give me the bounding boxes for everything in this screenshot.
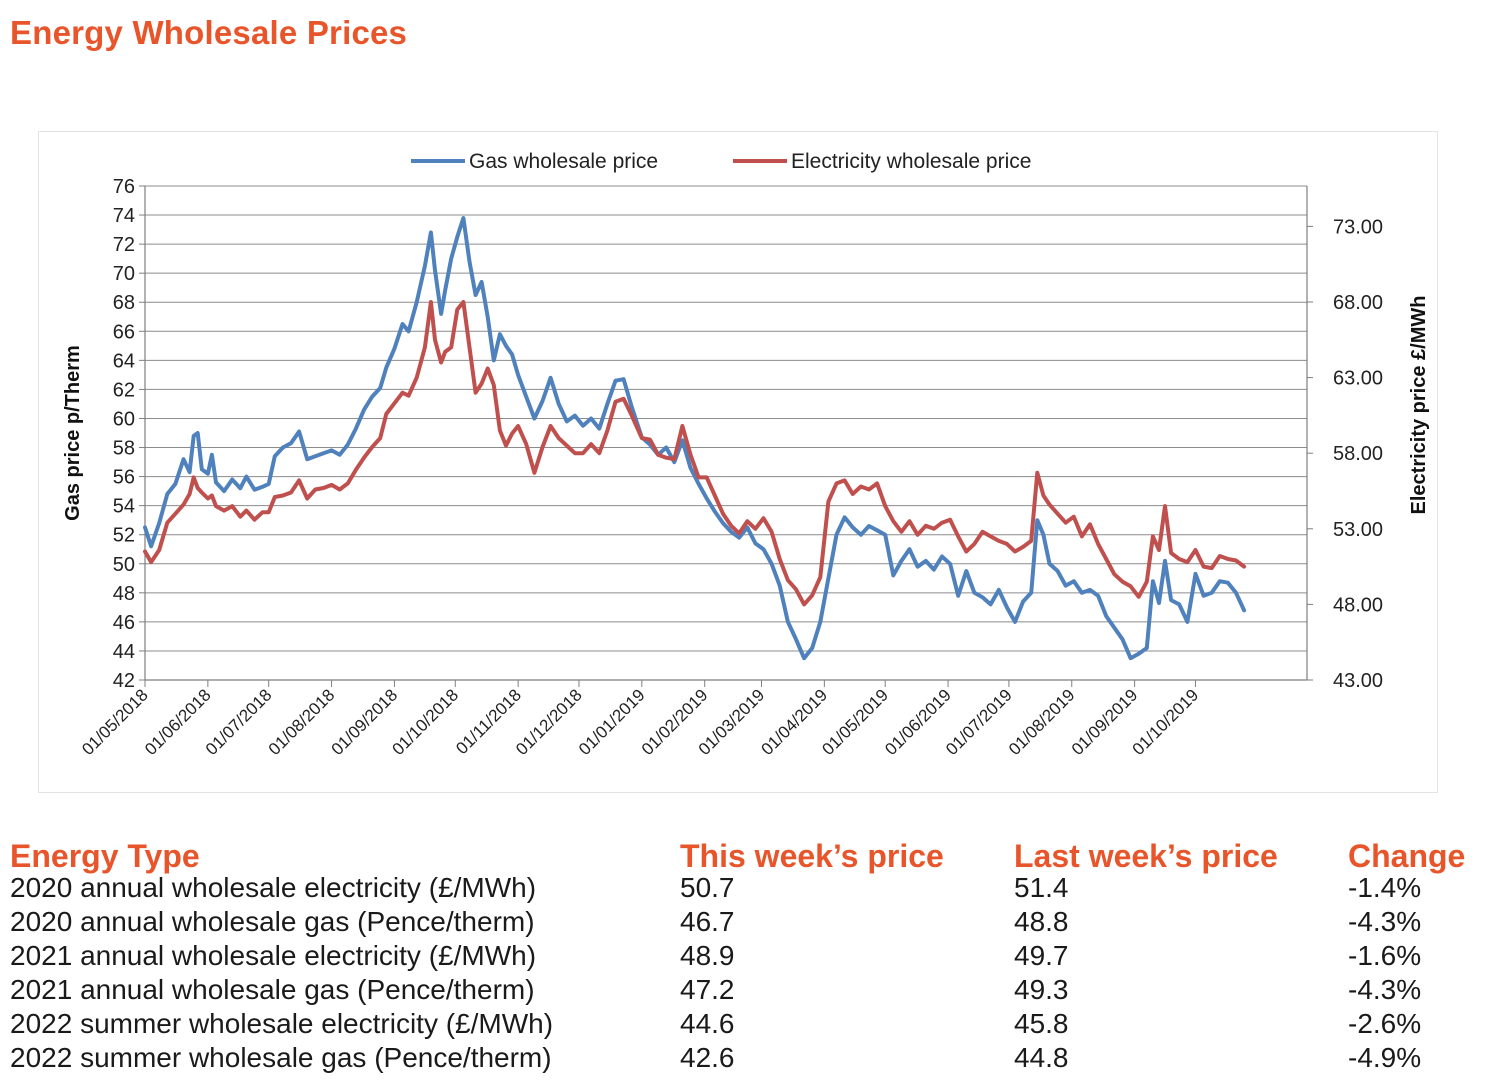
x-tick-label: 01/07/2019	[942, 685, 1016, 759]
y-left-tick-label: 60	[113, 408, 135, 430]
cell-energy-type: 2021 annual wholesale gas (Pence/therm)	[10, 974, 535, 1005]
gas-series-line	[143, 216, 1247, 661]
cell-last-week: 51.4	[1014, 872, 1069, 903]
cell-last-week: 49.7	[1014, 940, 1069, 971]
x-tick-label: 01/05/2018	[78, 685, 152, 759]
y-left-tick-label: 56	[113, 467, 135, 489]
x-tick-label: 01/07/2018	[202, 685, 276, 759]
y-left-tick-label: 50	[113, 554, 135, 576]
x-tick-label: 01/10/2018	[388, 685, 462, 759]
cell-change: -4.9%	[1348, 1042, 1422, 1073]
chart-frame: 42 44 46 48 50 52 54 56 58 60 62 64 66 68 70 72 74 76 73.0…	[38, 131, 1438, 793]
y-left-tick-label: 52	[113, 525, 135, 547]
y-left-tick-label: 66	[113, 321, 135, 343]
cell-energy-type: 2022 summer wholesale gas (Pence/therm)	[10, 1042, 552, 1073]
y-right-tick-label: 53.00	[1333, 519, 1383, 541]
cell-this-week: 44.6	[680, 1008, 735, 1039]
legend-label-gas: Gas wholesale price	[469, 150, 658, 173]
y-right-axis-title: Electricity price £/MWh	[1408, 296, 1430, 515]
cell-energy-type: 2021 annual wholesale electricity (£/MWh…	[10, 940, 537, 971]
cell-change: -4.3%	[1348, 974, 1422, 1005]
table-row: 2021 annual wholesale electricity (£/MWh…	[10, 940, 1490, 974]
cell-energy-type: 2022 summer wholesale electricity (£/MWh…	[10, 1008, 554, 1039]
cell-last-week: 48.8	[1014, 906, 1069, 937]
price-table: Energy Type This week’s price Last week’…	[10, 838, 1490, 1076]
x-tick-label: 01/10/2019	[1129, 685, 1203, 759]
y-left-tick-label: 62	[113, 379, 135, 401]
y-left-tick-label: 44	[113, 641, 135, 663]
y-right-tick-label: 48.00	[1333, 594, 1383, 616]
header-this-week: This week’s price	[680, 838, 944, 874]
cell-last-week: 49.3	[1014, 974, 1069, 1005]
cell-this-week: 42.6	[680, 1042, 735, 1073]
y-left-tick-label: 48	[113, 583, 135, 605]
cell-this-week: 47.2	[680, 974, 735, 1005]
cell-energy-type: 2020 annual wholesale electricity (£/MWh…	[10, 872, 537, 903]
y-right-tick-label: 73.00	[1333, 216, 1383, 238]
y-left-tick-label: 74	[113, 205, 135, 227]
table-header: Energy Type This week’s price Last week’…	[10, 838, 1490, 874]
y-left-tick-label: 64	[113, 350, 135, 372]
cell-energy-type: 2020 annual wholesale gas (Pence/therm)	[10, 906, 535, 937]
y-left-tick-label: 46	[113, 612, 135, 634]
header-energy-type: Energy Type	[10, 838, 200, 874]
price-chart: 42 44 46 48 50 52 54 56 58 60 62 64 66 68 70 72 74 76 73.0…	[62, 150, 1430, 759]
y-right-tick-label: 68.00	[1333, 292, 1383, 314]
cell-change: -2.6%	[1348, 1008, 1422, 1039]
y-left-tick-label: 42	[113, 670, 135, 692]
y-left-tick-label: 76	[113, 176, 135, 198]
y-right-tick-label: 58.00	[1333, 443, 1383, 465]
legend-label-electricity: Electricity wholesale price	[791, 150, 1031, 173]
table-row: 2020 annual wholesale gas (Pence/therm) …	[10, 906, 1490, 940]
cell-last-week: 44.8	[1014, 1042, 1069, 1073]
x-tick-label: 01/08/2019	[1005, 685, 1079, 759]
y-left-tick-label: 72	[113, 234, 135, 256]
page-title: Energy Wholesale Prices	[10, 14, 408, 51]
cell-change: -1.4%	[1348, 872, 1422, 903]
y-left-tick-label: 54	[113, 496, 135, 518]
cell-this-week: 46.7	[680, 906, 735, 937]
y-left-tick-label: 70	[113, 263, 135, 285]
cell-change: -4.3%	[1348, 906, 1422, 937]
y-right-tick-label: 63.00	[1333, 368, 1383, 390]
cell-change: -1.6%	[1348, 940, 1422, 971]
x-tick-label: 01/05/2019	[818, 685, 892, 759]
y-left-tick-label: 68	[113, 292, 135, 314]
y-left-tick-label: 58	[113, 438, 135, 460]
header-last-week: Last week’s price	[1014, 838, 1278, 874]
x-tick-label: 01/01/2019	[575, 685, 649, 759]
x-tick-label: 01/08/2018	[265, 685, 339, 759]
y-left-axis-title: Gas price p/Therm	[62, 345, 84, 521]
cell-this-week: 50.7	[680, 872, 735, 903]
cell-this-week: 48.9	[680, 940, 735, 971]
header-change: Change	[1348, 838, 1466, 874]
cell-last-week: 45.8	[1014, 1008, 1069, 1039]
table-row: 2022 summer wholesale gas (Pence/therm) …	[10, 1042, 1490, 1076]
table-row: 2020 annual wholesale electricity (£/MWh…	[10, 872, 1490, 906]
table-row: 2022 summer wholesale electricity (£/MWh…	[10, 1008, 1490, 1042]
table-row: 2021 annual wholesale gas (Pence/therm) …	[10, 974, 1490, 1008]
electricity-series-line	[143, 300, 1247, 607]
y-right-tick-label: 43.00	[1333, 670, 1383, 692]
x-tick-label: 01/12/2018	[512, 685, 586, 759]
